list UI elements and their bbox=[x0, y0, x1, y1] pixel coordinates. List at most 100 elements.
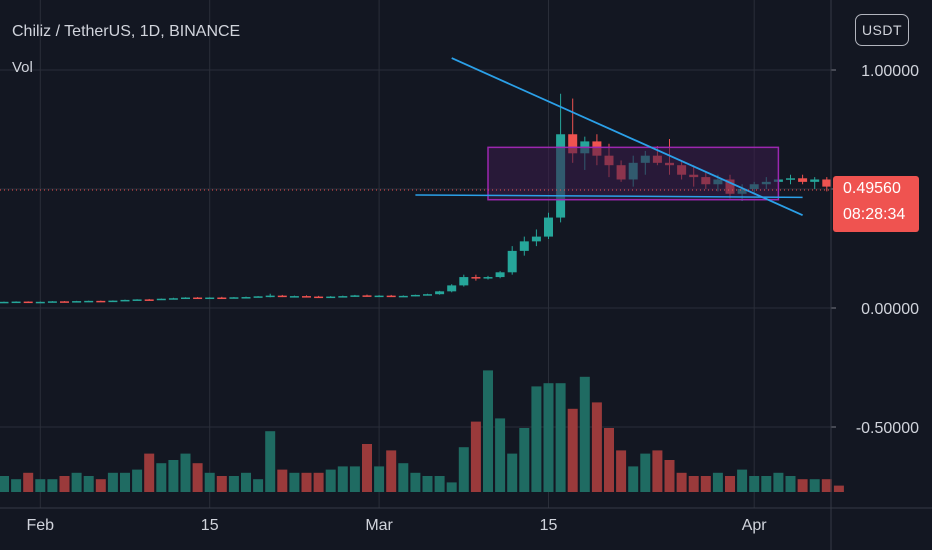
volume-bar bbox=[458, 447, 469, 492]
volume-bar bbox=[833, 485, 844, 492]
volume-bar bbox=[398, 463, 409, 492]
volume-bar bbox=[640, 453, 651, 492]
volume-bar bbox=[676, 472, 687, 492]
volume-bar bbox=[253, 479, 264, 492]
volume-bar bbox=[132, 469, 143, 492]
candle-body bbox=[120, 299, 130, 302]
volume-bar bbox=[349, 466, 360, 492]
volume-bar bbox=[749, 476, 760, 492]
volume-bar bbox=[0, 476, 9, 492]
volume-bar bbox=[483, 370, 493, 492]
currency-button[interactable]: USDT bbox=[855, 14, 909, 46]
grid bbox=[0, 0, 831, 508]
candle-body bbox=[786, 178, 795, 180]
volume-bar bbox=[495, 418, 506, 492]
volume-bar bbox=[241, 472, 251, 492]
candle-body bbox=[168, 298, 178, 300]
volume-bar bbox=[470, 421, 481, 492]
volume-bar bbox=[555, 383, 566, 492]
x-tick-label: Feb bbox=[27, 517, 55, 534]
last-price-value: 0.49560 bbox=[843, 180, 901, 197]
volume-bar bbox=[531, 386, 542, 492]
chart-title: Chiliz / TetherUS, 1D, BINANCE bbox=[12, 23, 241, 40]
candle-body bbox=[810, 179, 820, 182]
last-price-badge: 0.49560 08:28:34 bbox=[833, 176, 919, 232]
candle-body bbox=[447, 285, 457, 292]
volume-bar bbox=[410, 472, 421, 492]
volume-bar bbox=[446, 482, 457, 492]
volume-bar bbox=[725, 476, 735, 492]
volume-bar bbox=[809, 479, 820, 492]
candle-body bbox=[338, 296, 348, 298]
volume-bar bbox=[168, 460, 179, 492]
volume-bar bbox=[773, 472, 784, 492]
volume-bar bbox=[519, 428, 530, 492]
candle-body bbox=[302, 296, 311, 298]
volume-bar bbox=[107, 472, 118, 492]
volume-bar bbox=[386, 450, 397, 492]
candle-body bbox=[265, 295, 275, 298]
volume-bar bbox=[567, 408, 578, 492]
volume-bar bbox=[737, 469, 748, 492]
candle-body bbox=[507, 250, 517, 273]
volume-bar bbox=[616, 450, 627, 492]
volume-histogram bbox=[0, 370, 844, 492]
descending-trendline bbox=[451, 57, 803, 217]
volume-bar bbox=[144, 453, 155, 492]
volume-bar bbox=[688, 476, 699, 492]
volume-bar bbox=[228, 476, 239, 492]
volume-bar bbox=[35, 479, 46, 492]
volume-bar bbox=[216, 476, 227, 492]
volume-label: Vol bbox=[12, 59, 33, 76]
y-tick-label: 1.00000 bbox=[861, 63, 919, 80]
candle-body bbox=[47, 301, 57, 303]
candle-body bbox=[60, 301, 69, 303]
candle-body bbox=[84, 300, 94, 303]
candle-body bbox=[0, 301, 9, 304]
volume-bar bbox=[591, 402, 602, 492]
volume-bar bbox=[156, 463, 167, 492]
x-tick-label: Mar bbox=[365, 517, 393, 534]
volume-bar bbox=[47, 479, 58, 492]
volume-bar bbox=[192, 463, 203, 492]
candle-body bbox=[423, 294, 432, 296]
volume-bar bbox=[652, 450, 663, 492]
volume-bar bbox=[71, 472, 82, 492]
volume-bar bbox=[664, 460, 675, 492]
volume-bar bbox=[23, 472, 34, 492]
candle-body bbox=[35, 301, 45, 304]
candle-body bbox=[822, 179, 832, 187]
candle-body bbox=[241, 297, 251, 299]
volume-bar bbox=[579, 376, 590, 492]
candle-body bbox=[544, 217, 553, 237]
candle-body bbox=[798, 178, 808, 182]
volume-bar bbox=[337, 466, 348, 492]
candle-body bbox=[96, 300, 106, 303]
candle-body bbox=[531, 236, 541, 242]
volume-bar bbox=[301, 472, 312, 492]
volume-bar bbox=[11, 479, 22, 492]
candle-body bbox=[471, 277, 481, 279]
volume-bar bbox=[797, 479, 808, 492]
candle-body bbox=[398, 295, 408, 298]
candle-body bbox=[144, 299, 154, 301]
candle-body bbox=[181, 297, 190, 300]
volume-bar bbox=[289, 472, 300, 492]
volume-bar bbox=[362, 444, 372, 492]
volume-bar bbox=[120, 472, 130, 492]
x-tick-label: Apr bbox=[742, 517, 768, 534]
candle-body bbox=[362, 295, 372, 297]
volume-bar bbox=[180, 453, 191, 492]
candle-body bbox=[72, 301, 82, 303]
candle-body bbox=[132, 299, 142, 301]
drawing-tools[interactable] bbox=[415, 57, 803, 217]
candle-body bbox=[519, 241, 529, 251]
candle-body bbox=[23, 301, 33, 304]
volume-bar bbox=[265, 431, 276, 492]
volume-bar bbox=[325, 469, 336, 492]
candle-body bbox=[156, 298, 166, 301]
candle-body bbox=[108, 300, 118, 303]
y-tick-label: -0.50000 bbox=[856, 420, 919, 437]
